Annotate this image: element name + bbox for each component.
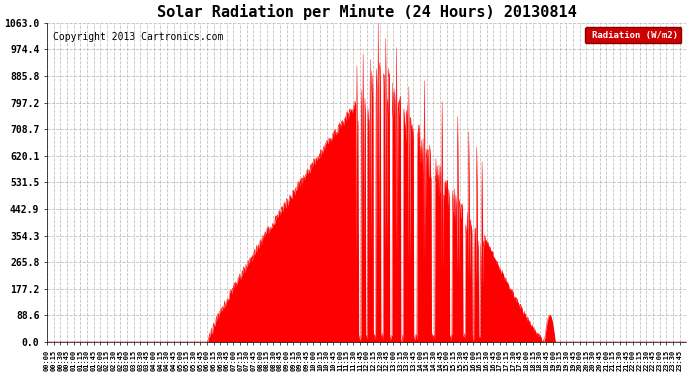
Title: Solar Radiation per Minute (24 Hours) 20130814: Solar Radiation per Minute (24 Hours) 20… [157,4,576,20]
Text: Copyright 2013 Cartronics.com: Copyright 2013 Cartronics.com [53,32,224,42]
Legend: Radiation (W/m2): Radiation (W/m2) [585,27,681,44]
